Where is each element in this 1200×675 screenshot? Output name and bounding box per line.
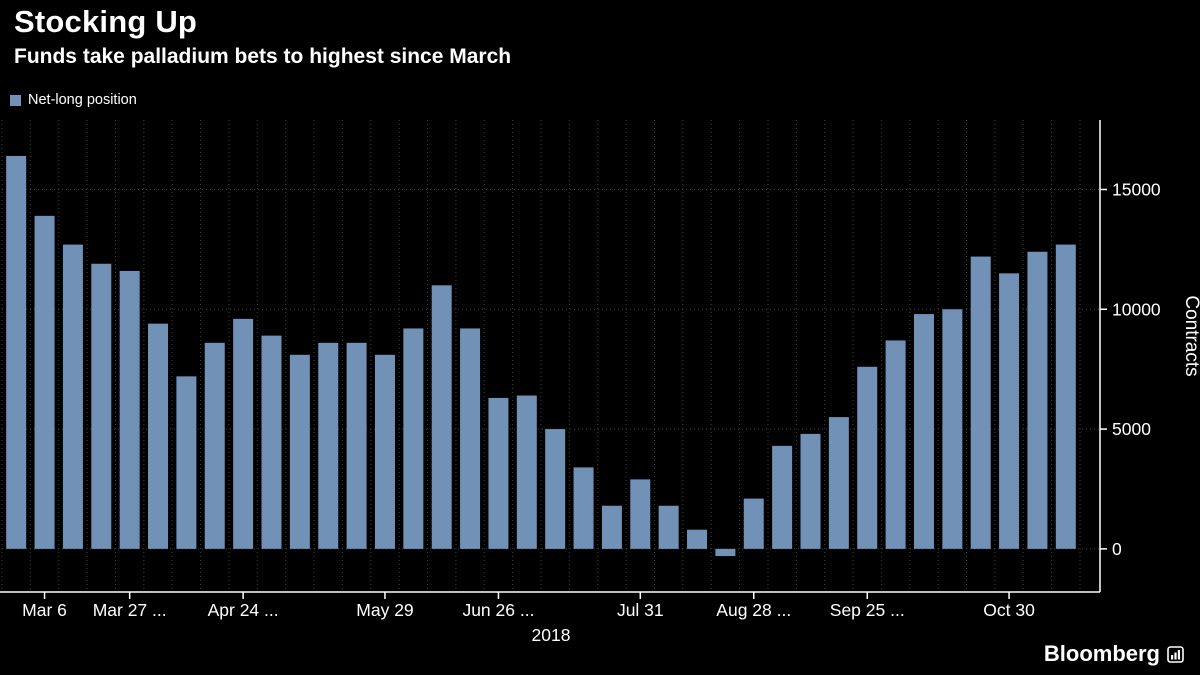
x-tick-label: Jun 26 ...: [462, 600, 534, 620]
bar: [1027, 251, 1048, 549]
y-tick-label: 5000: [1112, 419, 1151, 439]
bar: [91, 263, 112, 549]
x-tick-label: May 29: [356, 600, 413, 620]
bar: [743, 498, 764, 549]
legend: Net-long position: [10, 92, 137, 108]
bar: [346, 342, 367, 549]
bar: [800, 433, 821, 549]
bloomberg-wordmark: Bloomberg: [1043, 641, 1160, 666]
bar: [62, 244, 83, 549]
bar: [687, 529, 708, 549]
bar: [233, 318, 254, 549]
legend-label: Net-long position: [28, 92, 137, 108]
bar: [885, 340, 906, 549]
bar: [374, 354, 395, 549]
bar: [772, 445, 793, 549]
x-tick-label: Apr 24 ...: [208, 600, 279, 620]
bar: [460, 328, 481, 549]
bar: [715, 548, 736, 557]
bar: [431, 285, 452, 549]
bar: [403, 328, 424, 549]
bloomberg-logo: Bloomberg: [1044, 641, 1184, 667]
bar: [34, 215, 55, 549]
bar-chart: 0 5000 10000 15000 Contracts Mar 6 Mar 27 ... A…: [0, 120, 1200, 645]
bar: [6, 155, 27, 549]
y-tick-label: 0: [1112, 539, 1122, 559]
bar: [176, 376, 197, 549]
bar: [289, 354, 310, 549]
bar: [601, 505, 622, 549]
bar: [119, 270, 140, 549]
x-tick-label: Aug 28 ...: [716, 600, 791, 620]
bar: [516, 395, 537, 549]
bar: [630, 479, 651, 549]
bar: [204, 342, 225, 549]
bar: [828, 417, 849, 549]
y-axis-title: Contracts: [1181, 295, 1200, 376]
bar: [942, 309, 963, 549]
bar: [999, 273, 1020, 549]
y-tick-label: 15000: [1112, 179, 1161, 199]
bar: [573, 467, 594, 549]
chart-subtitle: Funds take palladium bets to highest sin…: [14, 45, 512, 68]
x-tick-label: Mar 27 ...: [93, 600, 167, 620]
bar: [1055, 244, 1076, 549]
x-tick-label: Oct 30: [983, 600, 1035, 620]
x-axis-year: 2018: [532, 625, 571, 645]
y-tick-label: 10000: [1112, 299, 1161, 319]
bar: [148, 323, 169, 549]
legend-swatch: [10, 94, 21, 106]
bar: [913, 314, 934, 549]
bloomberg-chart-icon: [1167, 645, 1184, 663]
bar: [970, 256, 991, 549]
x-tick-label: Jul 31: [617, 600, 664, 620]
chart-title: Stocking Up: [14, 4, 198, 39]
bar: [318, 342, 339, 549]
bar: [857, 366, 878, 549]
bar: [658, 505, 679, 549]
bar: [488, 397, 509, 549]
x-tick-label: Sep 25 ...: [830, 600, 905, 620]
x-tick-label: Mar 6: [22, 600, 67, 620]
bar: [261, 335, 282, 549]
bar: [545, 429, 566, 549]
